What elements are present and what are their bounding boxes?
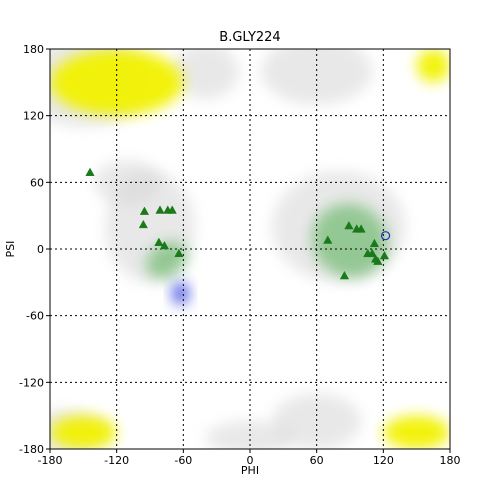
chart-title: B.GLY224 bbox=[219, 30, 280, 45]
x-axis-label: PHI bbox=[241, 464, 259, 477]
y-tick-label: -180 bbox=[19, 443, 44, 456]
data-point-triangle bbox=[174, 248, 184, 258]
y-axis-label: PSI bbox=[4, 241, 17, 258]
y-tick-label: 60 bbox=[30, 176, 44, 189]
data-point-triangle bbox=[85, 167, 95, 176]
data-point-triangle bbox=[356, 224, 366, 233]
data-point-triangle bbox=[159, 240, 170, 250]
data-point-triangle bbox=[339, 270, 350, 280]
y-tick-label: 0 bbox=[37, 243, 44, 256]
density-region-yellow bbox=[50, 49, 184, 116]
background-density-layer bbox=[50, 49, 450, 449]
density-region-green bbox=[146, 241, 188, 279]
density-haze bbox=[272, 393, 362, 449]
x-tick-label: 60 bbox=[310, 454, 324, 467]
density-region-yellow bbox=[416, 49, 450, 83]
y-tick-label: 120 bbox=[23, 110, 44, 123]
density-region-yellow bbox=[383, 415, 450, 449]
data-point-triangle bbox=[344, 220, 354, 230]
data-point-triangle bbox=[323, 235, 333, 244]
y-tick-label: 180 bbox=[23, 43, 44, 56]
density-haze bbox=[261, 49, 373, 105]
density-haze bbox=[94, 160, 162, 205]
data-point-triangle bbox=[379, 250, 390, 260]
y-tick-label: -60 bbox=[26, 310, 44, 323]
data-point-triangle bbox=[155, 205, 165, 214]
data-point-triangle bbox=[138, 219, 148, 229]
y-tick-label: -120 bbox=[19, 376, 44, 389]
x-tick-label: 180 bbox=[440, 454, 461, 467]
grid-layer bbox=[50, 49, 450, 449]
data-point-circle bbox=[380, 231, 391, 241]
data-point-triangle bbox=[373, 256, 383, 265]
density-region-green bbox=[312, 203, 388, 278]
data-point-triangle bbox=[154, 237, 164, 246]
data-point-triangle bbox=[367, 248, 377, 258]
x-tick-label: -180 bbox=[38, 454, 63, 467]
density-haze bbox=[172, 49, 239, 99]
tick-layer: -180 -120 -60 0 60 120 180 -180 -120 -60 0 60 120 180 bbox=[19, 43, 460, 467]
density-region-yellow bbox=[50, 415, 117, 449]
data-point-triangle bbox=[369, 238, 380, 248]
point-layer bbox=[85, 167, 391, 280]
data-point-triangle bbox=[167, 205, 177, 214]
density-region-blue bbox=[172, 282, 189, 305]
x-tick-label: -60 bbox=[174, 454, 192, 467]
x-tick-label: -120 bbox=[104, 454, 129, 467]
data-point-triangle bbox=[139, 206, 150, 215]
x-tick-label: 120 bbox=[373, 454, 394, 467]
x-tick-label: 0 bbox=[247, 454, 254, 467]
